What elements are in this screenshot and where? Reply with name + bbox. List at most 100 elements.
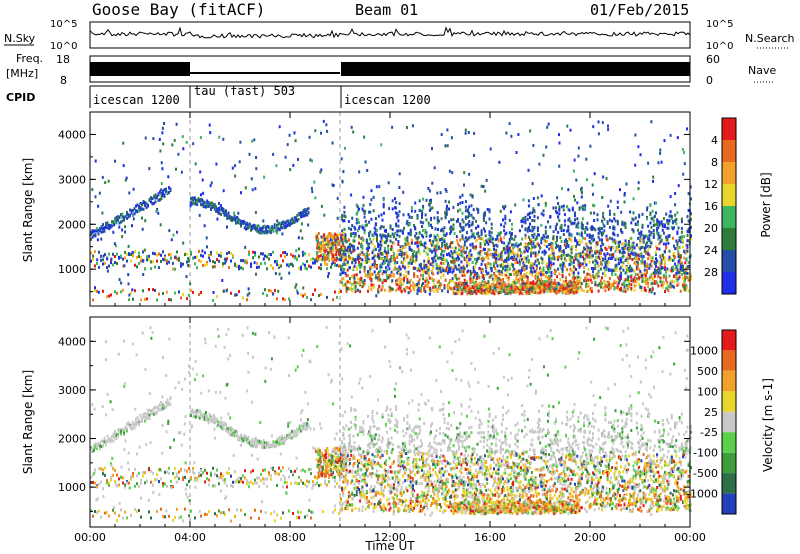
range-gate-cell <box>534 245 537 248</box>
range-gate-cell <box>638 246 641 250</box>
range-gate-cell <box>350 227 353 231</box>
range-gate-cell <box>161 126 164 130</box>
range-gate-cell <box>621 264 624 268</box>
range-gate-cell <box>367 247 369 251</box>
range-gate-cell <box>329 234 332 238</box>
range-gate-cell <box>139 208 142 212</box>
range-gate-cell <box>453 262 456 266</box>
range-gate-cell <box>470 213 473 217</box>
range-gate-cell <box>556 287 558 291</box>
range-gate-cell <box>457 284 460 288</box>
range-gate-cell <box>502 247 504 251</box>
range-gate-cell <box>238 290 240 294</box>
range-gate-cell <box>389 257 392 261</box>
range-gate-cell <box>373 265 376 269</box>
range-gate-cell <box>467 237 470 241</box>
range-gate-cell <box>475 280 477 284</box>
range-gate-cell <box>676 283 679 287</box>
range-gate-cell <box>515 257 518 261</box>
range-gate-cell <box>637 187 640 191</box>
range-gate-cell <box>112 263 114 267</box>
range-gate-cell <box>297 218 300 221</box>
range-gate-cell <box>516 269 519 273</box>
range-gate-cell <box>221 208 224 212</box>
range-gate-cell <box>642 240 645 244</box>
range-gate-cell <box>562 208 565 212</box>
range-gate-cell <box>320 131 322 135</box>
range-gate-cell <box>518 269 521 273</box>
range-gate-cell <box>182 293 184 296</box>
range-gate-cell <box>134 289 136 293</box>
range-gate-cell <box>435 266 438 270</box>
range-gate-cell <box>146 258 148 262</box>
range-gate-cell <box>226 214 229 218</box>
range-gate-cell <box>349 256 351 260</box>
range-gate-cell <box>524 243 527 247</box>
range-gate-cell <box>359 290 362 294</box>
range-gate-cell <box>362 226 365 230</box>
range-gate-cell <box>433 255 436 259</box>
range-gate-cell <box>526 213 529 217</box>
range-gate-cell <box>278 228 281 232</box>
range-gate-cell <box>373 226 376 230</box>
range-gate-cell <box>398 202 401 206</box>
range-gate-cell <box>458 281 461 285</box>
range-gate-cell <box>292 254 294 258</box>
range-gate-cell <box>98 191 101 195</box>
range-gate-cell <box>292 219 295 223</box>
range-gate-cell <box>673 267 675 271</box>
range-gate-cell <box>370 240 373 244</box>
range-gate-cell <box>300 265 302 269</box>
range-gate-cell <box>450 136 453 140</box>
range-gate-cell <box>603 266 606 270</box>
range-gate-cell <box>533 269 536 273</box>
range-gate-cell <box>504 232 507 236</box>
range-gate-cell <box>682 268 684 272</box>
range-gate-cell <box>571 206 574 210</box>
range-gate-cell <box>680 236 683 240</box>
range-gate-cell <box>571 276 574 280</box>
range-gate-cell <box>395 206 398 210</box>
range-gate-cell <box>575 178 578 182</box>
range-gate-cell <box>459 238 462 242</box>
range-gate-cell <box>529 238 531 242</box>
range-gate-cell <box>437 279 440 283</box>
range-gate-cell <box>633 276 636 280</box>
range-gate-cell <box>270 253 272 257</box>
range-gate-cell <box>499 278 502 282</box>
range-gate-cell <box>514 260 517 264</box>
range-gate-cell <box>184 253 186 257</box>
range-gate-cell <box>389 224 392 228</box>
range-gate-cell <box>445 208 448 212</box>
range-gate-cell <box>400 255 403 258</box>
range-gate-cell <box>224 261 226 265</box>
range-gate-cell <box>563 240 566 244</box>
range-gate-cell <box>469 257 472 261</box>
range-gate-cell <box>567 225 570 229</box>
range-gate-cell <box>331 262 334 266</box>
range-gate-cell <box>482 212 485 216</box>
range-gate-cell <box>660 160 663 164</box>
range-gate-cell <box>297 247 300 251</box>
range-gate-cell <box>469 274 472 278</box>
range-gate-cell <box>342 170 345 174</box>
range-gate-cell <box>511 232 513 236</box>
range-gate-cell <box>603 281 606 285</box>
range-gate-cell <box>453 265 456 269</box>
range-gate-cell <box>673 285 675 289</box>
range-gate-cell <box>545 261 548 265</box>
range-gate-cell <box>283 226 286 230</box>
range-gate-cell <box>569 258 572 262</box>
range-gate-cell <box>150 260 152 264</box>
range-gate-cell <box>429 207 432 211</box>
range-gate-cell <box>554 241 557 245</box>
range-gate-cell <box>659 280 662 284</box>
range-gate-cell <box>304 293 306 296</box>
range-gate-cell <box>198 213 201 217</box>
range-gate-cell <box>602 215 605 219</box>
range-gate-cell <box>248 222 251 226</box>
range-gate-cell <box>198 293 200 297</box>
range-gate-cell <box>388 262 391 266</box>
range-gate-cell <box>200 193 202 197</box>
